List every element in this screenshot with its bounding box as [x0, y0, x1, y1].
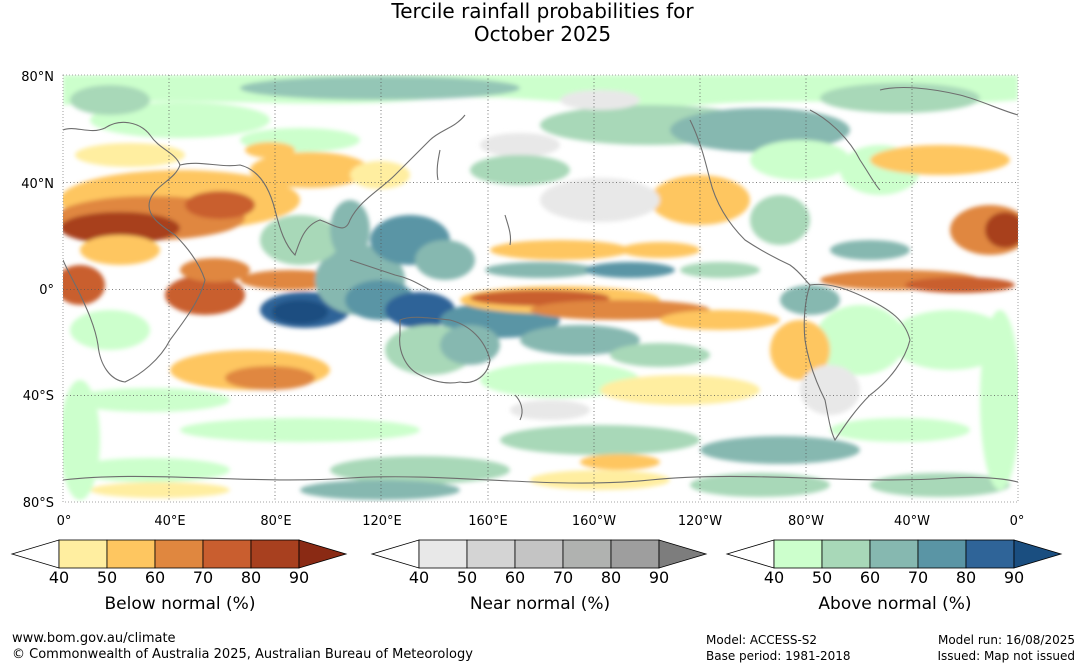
colorbar-swatch: [154, 539, 204, 569]
rainfall-probability-map: 80°N 40°N 0° 40°S 80°S 0° 40°E 80°E 120°…: [21, 70, 1025, 529]
latitude-labels: 80°N 40°N 0° 40°S 80°S: [21, 70, 54, 511]
lat-label: 40°N: [21, 177, 54, 192]
colorbar-tick-label: 40: [764, 568, 784, 585]
colorbar-tick-label: 70: [553, 568, 573, 585]
colorbar-swatch: [58, 539, 108, 569]
lat-label: 80°S: [23, 496, 54, 511]
footer-left: www.bom.gov.au/climate © Commonwealth of…: [12, 631, 473, 663]
colorbar-swatch: [821, 539, 871, 569]
lon-label: 120°E: [362, 514, 402, 529]
colorbar-swatch: [610, 539, 660, 569]
lon-label: 80°W: [788, 514, 824, 529]
lon-label: 160°E: [468, 514, 508, 529]
coastlines: [63, 87, 1018, 484]
lon-label: 80°E: [260, 514, 291, 529]
colorbar-tick-label: 60: [860, 568, 880, 585]
copyright-text: © Commonwealth of Australia 2025, Austra…: [12, 647, 473, 662]
longitude-labels: 0° 40°E 80°E 120°E 160°E 160°W 120°W 80°…: [57, 514, 1025, 529]
lon-label: 40°E: [154, 514, 185, 529]
colorbar-swatch: [725, 539, 775, 569]
colorbar-tick-label: 70: [193, 568, 213, 585]
title-line-1: Tercile rainfall probabilities for: [391, 0, 694, 23]
lon-label: 160°W: [572, 514, 616, 529]
colorbar-swatch: [298, 539, 348, 569]
model-run-date: Model run: 16/08/2025: [937, 633, 1075, 647]
colorbar-tick-label: 50: [812, 568, 832, 585]
colorbar-swatch: [202, 539, 252, 569]
footer-model-info: Model: ACCESS-S2 Base period: 1981-2018: [706, 632, 851, 664]
colorbar-title-below: Below normal (%): [104, 594, 256, 614]
probability-shading: [63, 75, 1018, 500]
colorbar-tick-label: 90: [649, 568, 669, 585]
colorbar-swatch: [917, 539, 967, 569]
colorbar-title-above: Above normal (%): [818, 594, 972, 614]
footer-run-info: Model run: 16/08/2025 Issued: Map not is…: [937, 632, 1075, 664]
colorbar-swatch: [773, 539, 823, 569]
lon-label: 120°W: [678, 514, 722, 529]
colorbar-tick-label: 90: [289, 568, 309, 585]
colorbar-title-near: Near normal (%): [469, 594, 611, 614]
colorbar-tick-label: 90: [1004, 568, 1024, 585]
colorbar-tick-label: 40: [49, 568, 69, 585]
lon-label: 0°: [1010, 514, 1025, 529]
lat-label: 80°N: [21, 70, 54, 85]
title-line-2: October 2025: [473, 22, 612, 46]
model-name: Model: ACCESS-S2: [706, 633, 818, 647]
colorbar-swatch: [562, 539, 612, 569]
colorbar-swatch: [466, 539, 516, 569]
map-frame: [62, 74, 1019, 503]
lon-label: 40°W: [894, 514, 930, 529]
colorbar-below-normal: 40 50 60 70 80 90: [10, 535, 350, 585]
lat-label: 40°S: [23, 389, 54, 404]
website-link[interactable]: www.bom.gov.au/climate: [12, 631, 176, 646]
map-title: Tercile rainfall probabilities for Octob…: [0, 0, 1085, 46]
base-period: Base period: 1981-2018: [706, 649, 851, 663]
colorbar-tick-label: 80: [956, 568, 976, 585]
colorbar-tick-label: 80: [601, 568, 621, 585]
colorbar-tick-label: 80: [241, 568, 261, 585]
colorbar-swatch: [658, 539, 708, 569]
colorbar-swatch: [514, 539, 564, 569]
colorbar-swatch: [869, 539, 919, 569]
colorbar-tick-label: 40: [409, 568, 429, 585]
colorbar-swatch: [10, 539, 60, 569]
colorbar-swatch: [250, 539, 300, 569]
colorbar-tick-label: 70: [908, 568, 928, 585]
colorbar-swatch: [965, 539, 1015, 569]
lat-label: 0°: [39, 283, 54, 298]
colorbar-tick-label: 50: [97, 568, 117, 585]
colorbar-swatch: [106, 539, 156, 569]
graticule: [63, 75, 1018, 502]
colorbar-swatch: [370, 539, 420, 569]
colorbar-tick-label: 50: [457, 568, 477, 585]
issue-status: Issued: Map not issued: [937, 649, 1075, 663]
colorbar-near-normal: 40 50 60 70 80 90: [370, 535, 710, 585]
colorbar-above-normal: 40 50 60 70 80 90: [725, 535, 1065, 585]
colorbar-tick-label: 60: [145, 568, 165, 585]
colorbar-swatch: [418, 539, 468, 569]
colorbar-tick-label: 60: [505, 568, 525, 585]
colorbar-swatch: [1013, 539, 1063, 569]
lon-label: 0°: [57, 514, 72, 529]
